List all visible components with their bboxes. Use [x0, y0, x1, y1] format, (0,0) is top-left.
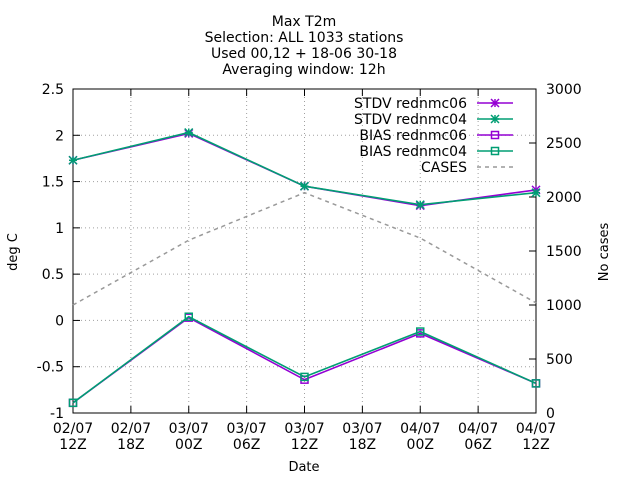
y2-tick-label: 1500	[546, 244, 582, 260]
data-point-star	[490, 98, 500, 108]
star-stroke	[299, 181, 310, 191]
x-tick-label-date: 02/07	[111, 421, 151, 437]
y-tick-label: 2.5	[42, 82, 64, 98]
legend-label: CASES	[421, 160, 467, 176]
series-line	[72, 191, 537, 306]
plot-series	[68, 127, 541, 408]
star-stroke	[490, 98, 500, 108]
x-tick-label-date: 03/07	[284, 421, 324, 437]
star-stroke	[490, 114, 500, 124]
legend-entry: CASES	[421, 160, 513, 176]
y-tick-label: 0.5	[42, 267, 64, 283]
x-tick-label-hour: 12Z	[522, 437, 549, 453]
y2-tick-label: 3000	[546, 82, 582, 98]
series	[68, 313, 541, 408]
data-point-square	[490, 146, 500, 156]
x-tick-label-hour: 18Z	[349, 437, 376, 453]
data-point-square	[416, 327, 425, 336]
title-line: Used 00,12 + 18-06 30-18	[211, 46, 397, 62]
data-point-square	[300, 372, 309, 382]
series-line	[72, 316, 537, 404]
star-stroke	[531, 188, 541, 198]
x-tick-label-date: 04/07	[400, 421, 440, 437]
x-tick-label-hour: 12Z	[291, 437, 318, 453]
data-point-star	[184, 127, 194, 138]
series	[68, 312, 541, 408]
data-point-star	[531, 188, 541, 198]
y-tick-label: 0	[55, 313, 64, 329]
x-tick-label-date: 03/07	[169, 421, 209, 437]
data-point-star	[68, 155, 78, 165]
x-tick-label-hour: 12Z	[59, 437, 86, 453]
title-line: Averaging window: 12h	[222, 62, 385, 78]
legend-entry: BIAS rednmc04	[359, 144, 513, 160]
legend-entry: STDV rednmc04	[354, 112, 513, 128]
y2-tick-label: 0	[546, 406, 555, 422]
x-tick-label-date: 03/07	[342, 421, 382, 437]
y2-tick-label: 2500	[546, 136, 582, 152]
x-tick-label-date: 03/07	[226, 421, 266, 437]
y-tick-label: 1.5	[42, 175, 64, 191]
x-tick-label-hour: 00Z	[407, 437, 434, 453]
data-point-square	[184, 312, 193, 321]
y-tick-label: -1	[50, 406, 64, 422]
data-point-square	[490, 130, 500, 140]
x-tick-label-date: 04/07	[516, 421, 556, 437]
x-tick-label-hour: 06Z	[464, 437, 491, 453]
legend-label: STDV rednmc06	[354, 96, 467, 112]
x-tick-label-hour: 00Z	[175, 437, 202, 453]
y2-tick-label: 1000	[546, 298, 582, 314]
data-point-square	[68, 398, 78, 408]
axes: -1 -0.5 0 0.5 1 1.5 2 2.5 0 500 1000 1500 2000 2500 30…	[37, 82, 582, 453]
x-tick-label-date: 04/07	[458, 421, 498, 437]
y-axis-label: deg C	[6, 233, 21, 271]
y-tick-label: 2	[55, 128, 64, 144]
title-line: Selection: ALL 1033 stations	[205, 30, 404, 46]
data-point-star	[490, 114, 500, 124]
x-tick-label-hour: 18Z	[117, 437, 144, 453]
star-stroke	[184, 127, 194, 138]
series	[72, 191, 537, 306]
star-stroke	[68, 155, 78, 165]
y-tick-label: 1	[55, 221, 64, 237]
x-axis-label: Date	[288, 460, 319, 475]
title-line: Max T2m	[272, 14, 337, 30]
y-tick-label: -0.5	[37, 360, 64, 376]
y2-tick-label: 2000	[546, 190, 582, 206]
data-point-star	[299, 181, 310, 191]
series	[68, 127, 541, 210]
legend-entry: BIAS rednmc06	[359, 128, 513, 144]
data-point-square	[531, 379, 541, 388]
legend-label: BIAS rednmc04	[359, 144, 467, 160]
series-line	[72, 315, 537, 404]
data-point-star	[415, 200, 425, 210]
x-tick-label-date: 02/07	[53, 421, 93, 437]
legend-entry: STDV rednmc06	[354, 96, 513, 112]
x-tick-label-hour: 06Z	[233, 437, 260, 453]
y2-axis-label: No cases	[597, 223, 612, 282]
y2-tick-label: 500	[546, 352, 573, 368]
legend-label: STDV rednmc04	[354, 112, 467, 128]
star-stroke	[415, 200, 425, 210]
legend-label: BIAS rednmc06	[359, 128, 467, 144]
